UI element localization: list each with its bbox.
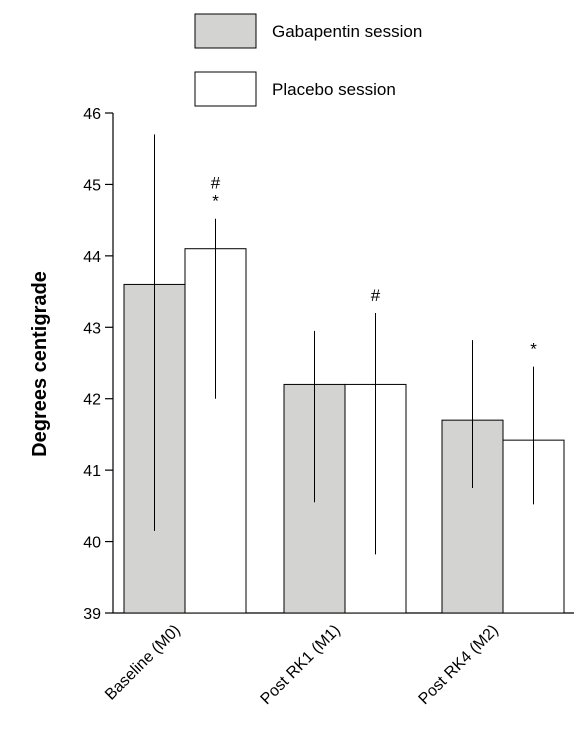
bars <box>123 248 565 614</box>
legend-label-0: Gabapentin session <box>272 22 422 41</box>
legend-label-1: Placebo session <box>272 80 396 99</box>
y-tick-label-46: 46 <box>83 106 101 123</box>
y-tick-label-45: 45 <box>83 177 101 194</box>
y-tick-label-44: 44 <box>83 249 101 266</box>
x-category-label-1: Post RK1 (M1) <box>258 622 344 708</box>
x-category-label-0: Baseline (M0) <box>102 622 184 704</box>
y-tick-label-40: 40 <box>83 535 101 552</box>
y-axis-title: Degrees centigrade <box>29 271 51 457</box>
legend-swatch-0 <box>194 13 257 49</box>
y-tick-label-43: 43 <box>83 320 101 337</box>
annotation-0-line-0: # <box>211 174 221 193</box>
x-category-label-2: Post RK4 (M2) <box>416 622 502 708</box>
annotation-1-line-0: # <box>371 286 381 305</box>
y-tick-label-42: 42 <box>83 392 101 409</box>
x-axis-labels: Baseline (M0) Post RK1 (M1) Post RK4 (M2) <box>102 622 502 708</box>
y-tick-label-39: 39 <box>83 606 101 623</box>
annotation-2-line-0: * <box>530 340 537 359</box>
annotations: #*#* <box>211 174 537 359</box>
annotation-0-line-1: * <box>212 192 219 211</box>
legend-swatch-1 <box>194 71 257 107</box>
error-bars <box>154 134 534 555</box>
legend: Gabapentin session Placebo session <box>194 13 422 107</box>
y-tick-label-41: 41 <box>83 463 101 480</box>
